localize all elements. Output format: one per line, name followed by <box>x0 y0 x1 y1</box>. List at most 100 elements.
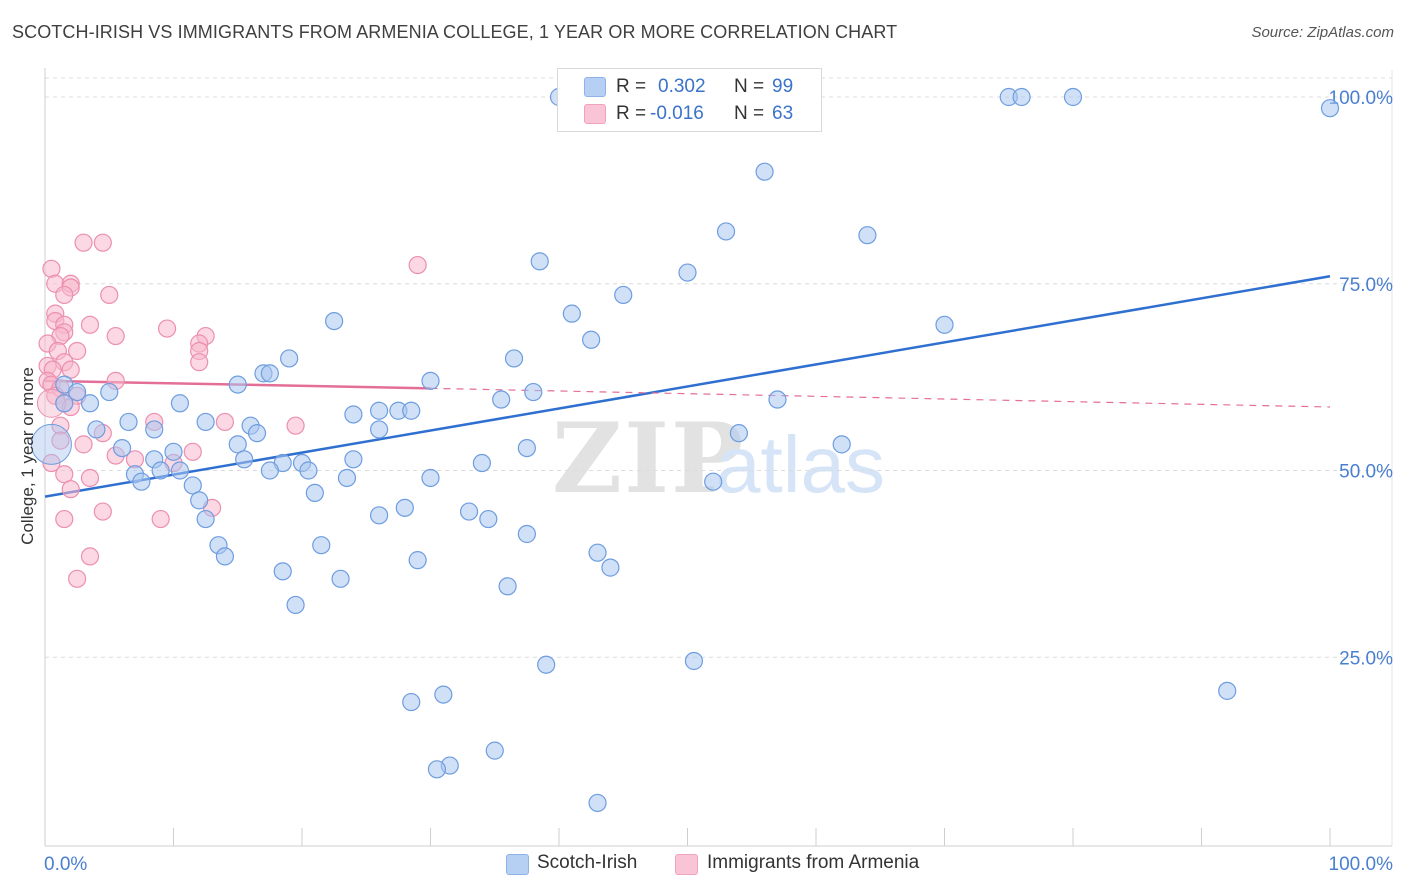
data-point-scotch-irish <box>421 371 440 390</box>
data-point-scotch-irish <box>305 483 324 503</box>
data-point-armenia <box>93 233 112 252</box>
data-point-armenia <box>157 319 177 338</box>
data-point-scotch-irish <box>614 285 633 305</box>
data-point-armenia <box>80 315 100 334</box>
data-point-armenia <box>68 341 87 361</box>
data-point-scotch-irish <box>370 506 389 525</box>
data-point-scotch-irish <box>87 420 106 439</box>
data-point-scotch-irish <box>228 375 247 394</box>
x-tick-label: 100.0% <box>1329 854 1394 875</box>
data-point-armenia <box>42 453 61 473</box>
data-point-armenia <box>215 412 234 432</box>
data-point-scotch-irish <box>479 509 498 529</box>
data-point-scotch-irish <box>196 412 215 432</box>
data-point-scotch-irish <box>1320 99 1340 118</box>
source-credit: Source: ZipAtlas.com <box>1251 24 1394 41</box>
data-point-scotch-irish <box>190 491 209 510</box>
data-point-scotch-irish <box>151 461 170 480</box>
data-point-scotch-irish <box>370 420 389 439</box>
data-point-armenia <box>286 416 305 435</box>
data-point-scotch-irish <box>337 468 357 488</box>
chart-title: SCOTCH-IRISH VS IMMIGRANTS FROM ARMENIA … <box>12 22 898 42</box>
legend-n-label: N = <box>734 76 765 97</box>
data-point-scotch-irish <box>517 438 536 458</box>
y-axis-label: College, 1 year or more <box>18 367 37 545</box>
trend-line-armenia-dashed <box>430 387 1331 408</box>
data-point-scotch-irish <box>485 741 504 760</box>
data-point-scotch-irish <box>935 315 954 334</box>
data-point-scotch-irish <box>145 420 164 439</box>
legend-r-value: -0.016 <box>650 103 704 124</box>
data-point-scotch-irish <box>325 312 344 331</box>
data-point-scotch-irish <box>498 577 517 596</box>
data-point-scotch-irish <box>280 349 299 368</box>
data-point-scotch-irish <box>459 502 479 521</box>
data-point-armenia <box>55 285 74 305</box>
legend-swatch-pink <box>584 104 606 124</box>
data-point-scotch-irish <box>504 349 524 368</box>
data-point-scotch-irish <box>68 382 87 402</box>
legend-n-value: 63 <box>772 103 794 124</box>
data-point-scotch-irish <box>344 405 363 424</box>
bottom-legend-armenia: Immigrants from Armenia <box>707 852 920 873</box>
y-tick-label: 100.0% <box>1329 88 1394 109</box>
data-point-armenia <box>190 353 209 372</box>
data-point-scotch-irish <box>402 401 421 420</box>
data-point-scotch-irish <box>80 394 100 413</box>
data-point-scotch-irish <box>395 498 414 517</box>
data-point-scotch-irish <box>684 651 704 671</box>
data-point-scotch-irish <box>196 509 215 529</box>
data-point-scotch-irish <box>530 252 549 271</box>
data-point-armenia <box>183 442 202 461</box>
data-point-scotch-irish <box>215 547 234 566</box>
data-point-scotch-irish <box>370 401 389 420</box>
data-point-scotch-irish <box>273 562 292 581</box>
legend-n-label: N = <box>734 103 765 124</box>
data-point-scotch-irish <box>408 551 427 570</box>
data-point-scotch-irish <box>112 438 132 458</box>
data-point-scotch-irish <box>247 424 267 443</box>
data-point-armenia <box>151 509 170 529</box>
legend-r-label: R = <box>616 103 647 124</box>
data-point-scotch-irish <box>164 442 183 461</box>
data-point-armenia <box>51 431 70 450</box>
data-point-scotch-irish <box>132 472 151 491</box>
data-point-scotch-irish <box>119 412 138 432</box>
data-point-scotch-irish <box>100 382 119 402</box>
data-point-armenia <box>93 502 112 521</box>
bottom-legend-swatch-blue <box>506 854 529 875</box>
data-point-scotch-irish <box>299 461 318 480</box>
data-point-scotch-irish <box>260 461 279 480</box>
data-point-armenia <box>55 509 74 529</box>
data-point-scotch-irish <box>704 472 723 491</box>
data-point-scotch-irish <box>260 364 279 383</box>
data-point-scotch-irish <box>55 394 74 413</box>
legend-r-value: 0.302 <box>658 76 706 97</box>
data-point-armenia <box>100 285 119 305</box>
legend-r-label: R = <box>616 76 647 97</box>
data-point-scotch-irish <box>768 390 787 409</box>
correlation-legend: R = 0.302 N = 99 R = -0.016 N = 63 <box>557 68 822 132</box>
data-point-scotch-irish <box>1063 87 1083 107</box>
data-point-armenia <box>74 233 93 252</box>
data-point-scotch-irish <box>492 390 511 409</box>
data-point-scotch-irish <box>235 450 254 469</box>
data-point-scotch-irish <box>434 685 453 704</box>
trend-line-scotch-irish <box>44 275 1331 498</box>
x-tick-label: 0.0% <box>44 854 87 875</box>
data-point-scotch-irish <box>588 793 607 813</box>
data-point-scotch-irish <box>716 222 736 241</box>
data-point-scotch-irish <box>755 162 774 181</box>
data-point-scotch-irish <box>344 450 363 469</box>
data-point-scotch-irish <box>601 558 620 577</box>
data-point-armenia <box>61 480 80 499</box>
data-point-armenia <box>42 259 61 278</box>
data-point-scotch-irish <box>312 536 331 555</box>
y-tick-label: 75.0% <box>1339 275 1393 296</box>
data-point-armenia <box>74 435 93 454</box>
data-point-armenia <box>408 255 427 275</box>
data-point-scotch-irish <box>517 524 536 544</box>
data-point-scotch-irish <box>331 569 350 588</box>
data-point-scotch-irish <box>832 435 851 454</box>
